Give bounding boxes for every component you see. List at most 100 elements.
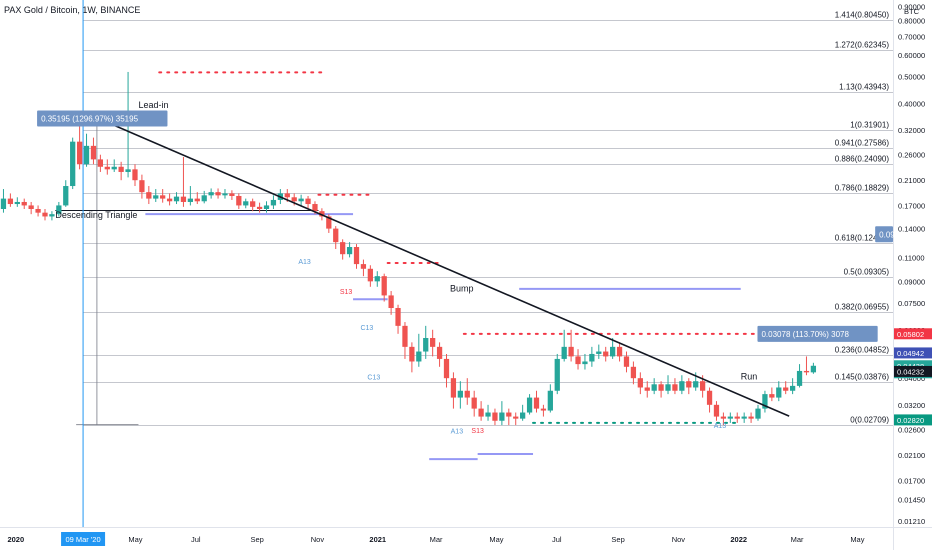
- candle-body: [589, 353, 595, 362]
- crosshair-time-label: 09 Mar '20: [65, 535, 100, 544]
- time-tick: Jul: [191, 535, 201, 544]
- candle-body: [333, 228, 339, 243]
- candle-body: [755, 408, 761, 419]
- price-tick: 0.40000: [898, 99, 925, 108]
- measure-callout-text: 0.35195 (1296.97%) 35195: [41, 115, 139, 124]
- candle-body: [575, 356, 581, 365]
- candle-body: [679, 381, 685, 391]
- candle-body: [561, 346, 567, 359]
- symbol-title: PAX Gold / Bitcoin, 1W, BINANCE: [4, 5, 141, 15]
- fib-label: 0.236(0.04852): [835, 346, 890, 355]
- candle-body: [741, 416, 747, 419]
- candle-body: [153, 195, 159, 199]
- candle-body: [7, 198, 14, 205]
- candle-body: [616, 346, 623, 357]
- candle-body: [298, 198, 304, 202]
- candle-body: [56, 205, 62, 215]
- candle-body: [256, 206, 263, 209]
- candle-body: [720, 416, 727, 419]
- candle-body: [526, 397, 533, 413]
- time-tick: May: [128, 535, 142, 544]
- candle-body: [478, 408, 484, 417]
- candle-body: [713, 404, 720, 417]
- candle-body: [776, 387, 782, 398]
- candle-body: [291, 197, 297, 202]
- candle-body: [402, 325, 408, 347]
- candle-body: [734, 416, 740, 419]
- candle-body: [803, 370, 810, 373]
- fib-label: 0.786(0.18829): [835, 184, 890, 193]
- candle-body: [582, 361, 588, 365]
- descending-trendline: [82, 111, 790, 417]
- fib-label: 1.272(0.62345): [835, 41, 890, 50]
- candle-body: [146, 192, 152, 199]
- candle-body: [90, 145, 97, 160]
- candle-body: [243, 201, 249, 206]
- chart-annotation: Descending Triangle: [55, 210, 137, 220]
- candle-body: [409, 346, 415, 362]
- candle-body: [83, 145, 90, 165]
- chart-annotation: Lead-in: [138, 100, 168, 110]
- candle-body: [651, 384, 657, 391]
- price-tick: 0.70000: [898, 32, 925, 41]
- candle-body: [346, 247, 353, 255]
- candle-body: [762, 394, 768, 409]
- candle-body: [353, 247, 360, 265]
- candle-body: [215, 192, 221, 196]
- time-tick: Sep: [611, 535, 624, 544]
- price-label-box: [894, 365, 932, 377]
- candle-body: [63, 186, 69, 206]
- candle-body: [789, 385, 796, 391]
- price-tick: 0.01210: [898, 517, 925, 526]
- candle-body: [547, 390, 553, 411]
- candle-body: [326, 216, 332, 229]
- fib-label: 0.382(0.06955): [835, 303, 890, 312]
- price-label-box: [894, 414, 932, 426]
- fib-label: 0.941(0.27586): [835, 139, 890, 148]
- price-tick: 0.50000: [898, 73, 925, 82]
- candle-body: [97, 159, 104, 167]
- candle-body: [76, 141, 83, 165]
- sequence-marker: A13: [451, 428, 464, 435]
- sequence-marker: C13: [360, 325, 373, 332]
- measure-callout-text: 0.03078 (113.70%) 3078: [761, 330, 849, 339]
- price-tick: 0.02600: [898, 426, 925, 435]
- price-tick: 0.07500: [898, 299, 925, 308]
- measure-callout: [757, 325, 878, 342]
- candle-body: [430, 338, 436, 347]
- candle-body: [70, 141, 76, 187]
- fib-label: 0.145(0.03876): [835, 373, 890, 382]
- price-tick: 0.32000: [898, 126, 925, 135]
- chart-annotation: Bump: [450, 284, 474, 294]
- candle-body: [180, 196, 187, 202]
- sequence-marker: S13: [471, 428, 484, 435]
- candle-body: [263, 205, 270, 209]
- candle-body: [395, 308, 401, 326]
- fib-label: 0.886(0.24090): [835, 155, 890, 164]
- candle-body: [423, 338, 429, 352]
- candle-body: [623, 356, 630, 367]
- candle-body: [42, 212, 48, 217]
- measure-callout-text: 0.09750 (36: [879, 230, 922, 239]
- candle-body: [554, 358, 560, 391]
- price-tick: 0.60000: [898, 51, 925, 60]
- price-label: 0.02820: [897, 416, 924, 425]
- candle-body: [187, 198, 193, 202]
- price-unit: BTC: [904, 7, 920, 16]
- candle-body: [506, 412, 512, 417]
- candle-body: [173, 196, 180, 202]
- candle-body: [637, 378, 643, 388]
- candle-body: [513, 416, 519, 419]
- measure-callout: [875, 226, 893, 243]
- candle-body: [35, 208, 41, 213]
- candle-body: [236, 195, 242, 206]
- price-tick: 0.90000: [898, 2, 925, 11]
- price-tick: 0.80000: [898, 17, 925, 26]
- candle-body: [194, 198, 200, 202]
- time-tick: 2022: [730, 535, 747, 544]
- fib-label: 1.13(0.43943): [839, 83, 889, 92]
- sequence-marker: C13: [367, 375, 380, 382]
- price-tick: 0.01700: [898, 476, 925, 485]
- candle-body: [533, 397, 540, 409]
